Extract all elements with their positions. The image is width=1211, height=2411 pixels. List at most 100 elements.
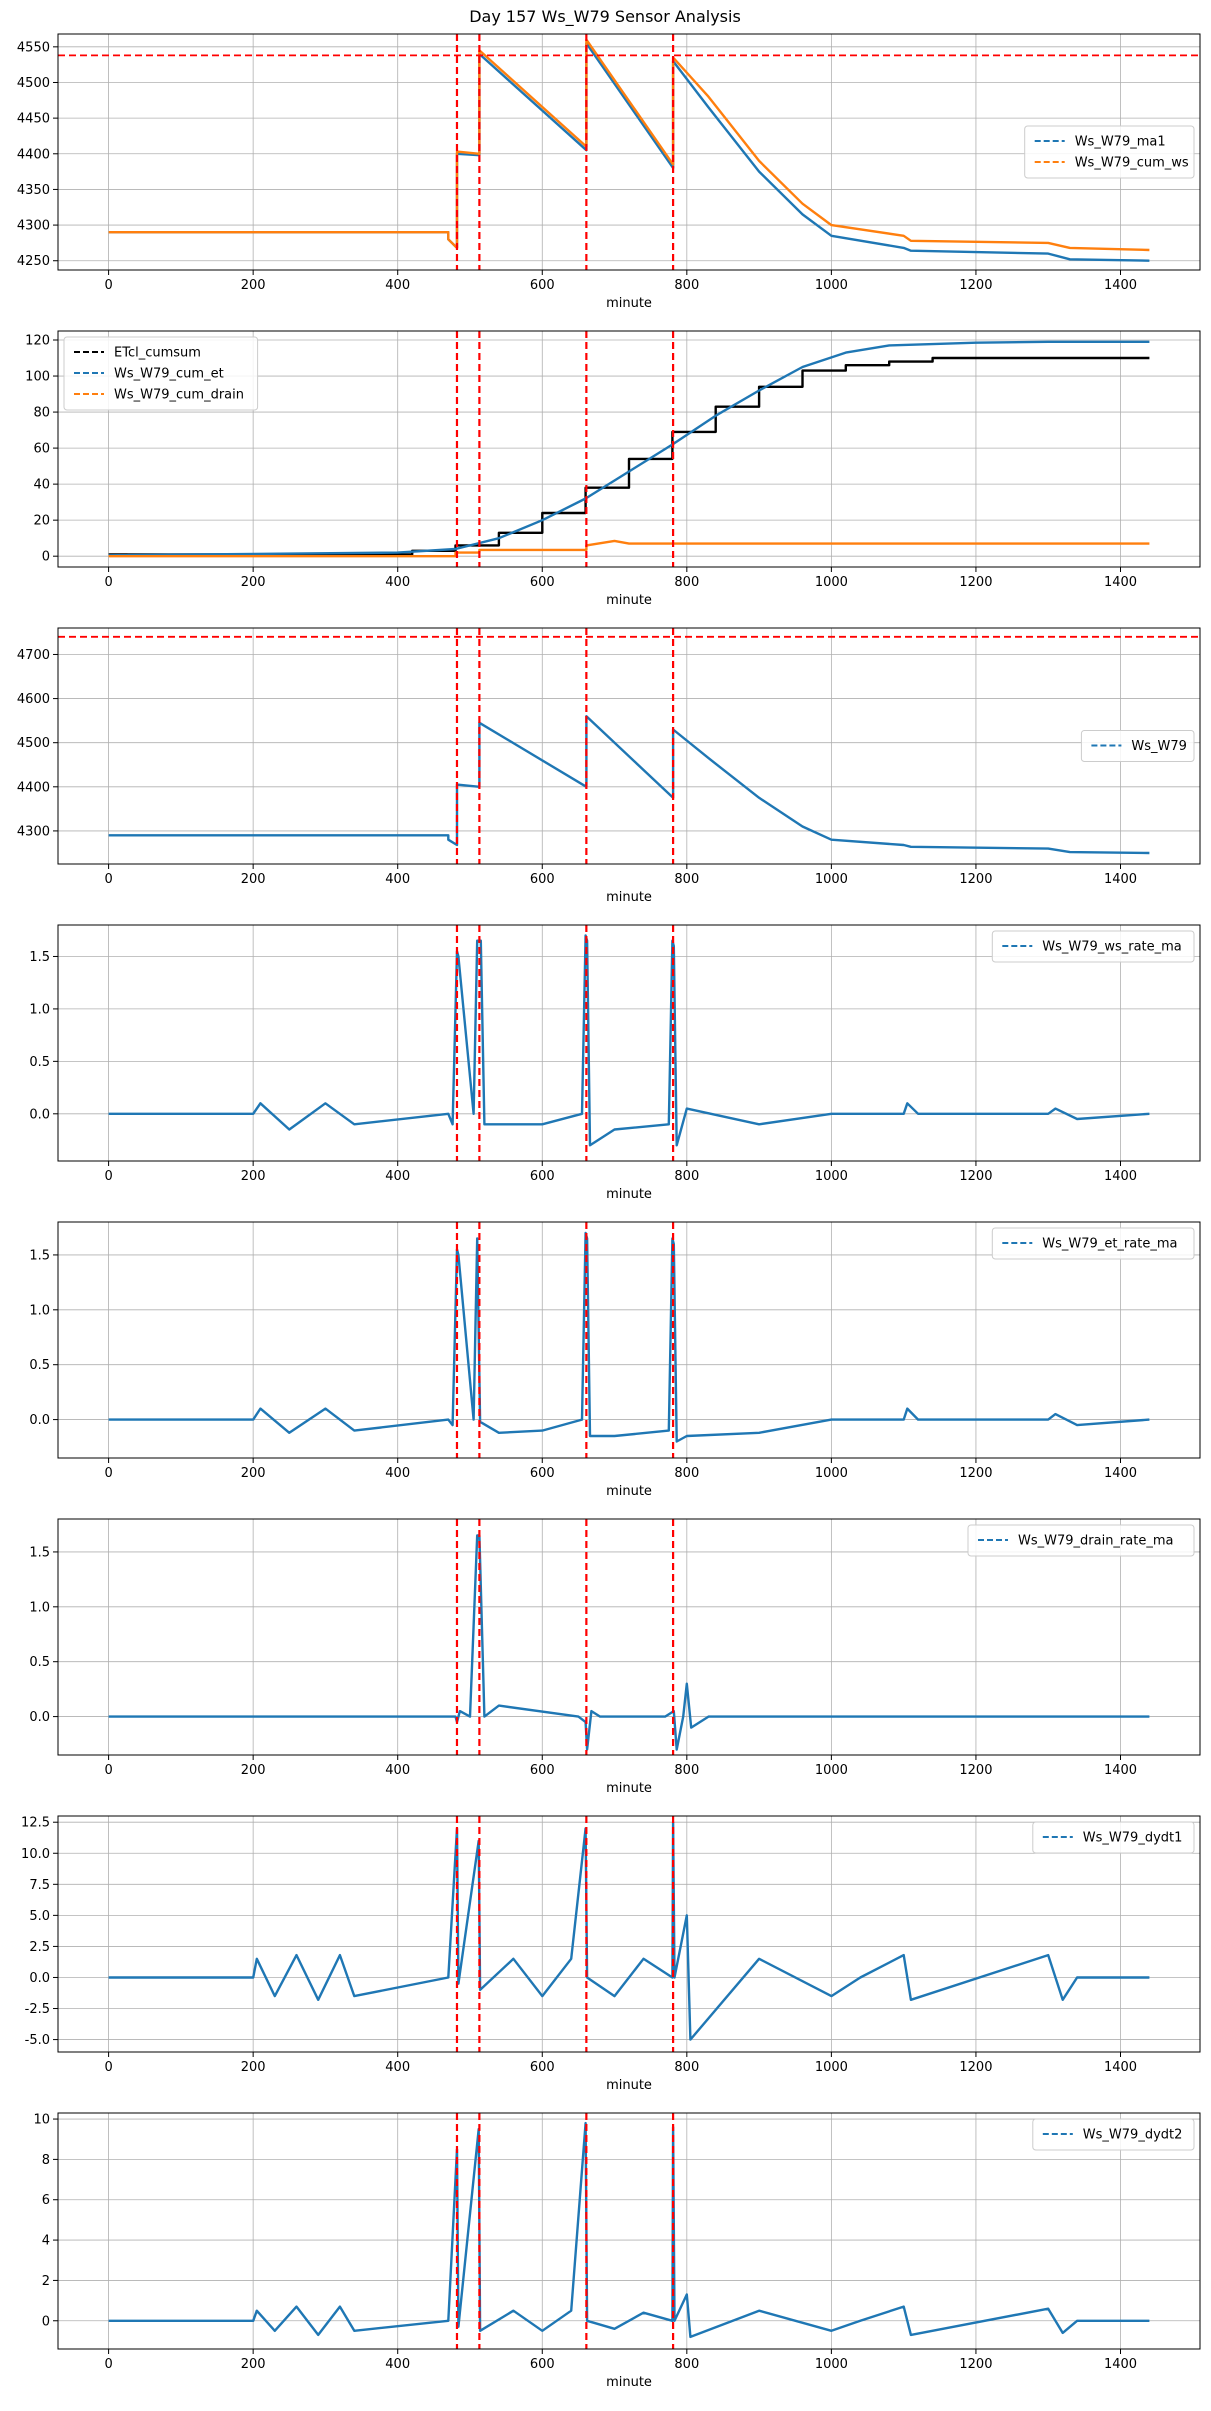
- x-tick-label: 1200: [959, 2060, 992, 2075]
- y-tick-label: 0.5: [29, 1055, 50, 1070]
- y-tick-label: -5.0: [25, 2033, 50, 2048]
- axes-frame: [57, 924, 1201, 1162]
- y-tick-label: 4400: [17, 147, 50, 162]
- x-tick-label: 600: [530, 872, 555, 887]
- x-axis-label: minute: [606, 593, 652, 608]
- y-tick-label: 0: [42, 550, 50, 565]
- chart-panel-4: 0 200 400 600 800 1000 1200 1400 0.0 0.5 1.0 1.5 min…: [29, 924, 1201, 1202]
- x-tick-label: 200: [241, 1466, 266, 1481]
- y-tick-label: 120: [25, 334, 50, 349]
- x-axis-label: minute: [606, 1187, 652, 1202]
- legend-box: [967, 1524, 1195, 1557]
- y-tick-label: 1.5: [29, 1248, 50, 1263]
- chart-panel-3: 0 200 400 600 800 1000 1200 1400 4300 4400 4500 460…: [17, 627, 1201, 905]
- x-tick-label: 1200: [959, 1763, 992, 1778]
- legend: Ws_W79_drain_rate_ma: [967, 1524, 1195, 1557]
- y-tick-label: 20: [33, 514, 50, 529]
- x-tick-label: 800: [674, 2357, 699, 2372]
- x-axis-label: minute: [606, 2375, 652, 2390]
- y-tick-label: 10: [33, 2113, 50, 2128]
- chart-panel-5: 0 200 400 600 800 1000 1200 1400 0.0 0.5 1.0 1.5 min…: [29, 1221, 1201, 1499]
- y-tick-label: 0.0: [29, 1710, 50, 1725]
- y-tick-label: 4: [42, 2234, 50, 2249]
- chart-panel-7: 0 200 400 600 800 1000 1200 1400 -5.0 -2.5 0.0 2.5 5…: [21, 1815, 1201, 2093]
- x-tick-label: 200: [241, 872, 266, 887]
- legend-label: Ws_W79: [1131, 739, 1187, 754]
- legend-label: ETcl_cumsum: [114, 346, 201, 361]
- x-tick-label: 600: [530, 1763, 555, 1778]
- plot-area: [108, 715, 1150, 855]
- y-tick-label: 4250: [17, 254, 50, 269]
- x-tick-label: 200: [241, 2357, 266, 2372]
- legend-box: [1032, 2118, 1195, 2151]
- x-tick-label: 400: [385, 1466, 410, 1481]
- plot-area: [108, 340, 1150, 558]
- series-line-Ws_W79_drain_rate_ma: [108, 1534, 1150, 1751]
- legend-box: [1032, 1821, 1195, 1854]
- x-tick-label: 1400: [1104, 1466, 1137, 1481]
- axes-frame: [57, 33, 1201, 271]
- legend-label: Ws_W79_cum_et: [114, 367, 224, 382]
- y-tick-label: 12.5: [21, 1816, 50, 1831]
- legend: Ws_W79: [1080, 730, 1195, 762]
- x-tick-label: 0: [104, 2060, 112, 2075]
- series-line-Ws_W79_cum_et: [108, 340, 1150, 557]
- y-tick-label: 0: [42, 2314, 50, 2329]
- axes-frame: [57, 1518, 1201, 1756]
- x-axis-label: minute: [606, 1781, 652, 1796]
- y-tick-label: 0.0: [29, 1971, 50, 1986]
- x-tick-label: 1000: [815, 1169, 848, 1184]
- plot-area: [108, 1534, 1150, 1751]
- plot-area: [108, 1821, 1150, 2041]
- x-tick-label: 0: [104, 1169, 112, 1184]
- x-tick-label: 1200: [959, 1169, 992, 1184]
- x-tick-label: 1200: [959, 278, 992, 293]
- x-tick-label: 200: [241, 2060, 266, 2075]
- x-tick-label: 200: [241, 1169, 266, 1184]
- legend-label: Ws_W79_cum_drain: [114, 388, 244, 403]
- x-tick-label: 1400: [1104, 2357, 1137, 2372]
- legend-label: Ws_W79_drain_rate_ma: [1018, 1534, 1173, 1549]
- y-tick-label: 8: [42, 2153, 50, 2168]
- x-tick-label: 1400: [1104, 1169, 1137, 1184]
- x-tick-label: 200: [241, 278, 266, 293]
- axes-frame: [57, 627, 1201, 865]
- x-tick-label: 400: [385, 872, 410, 887]
- x-tick-label: 800: [674, 278, 699, 293]
- series-line-Ws_W79_ma1: [108, 42, 1150, 262]
- x-tick-label: 200: [241, 575, 266, 590]
- x-axis-label: minute: [606, 2078, 652, 2093]
- y-tick-label: 2.5: [29, 1940, 50, 1955]
- plot-area: [108, 2121, 1150, 2339]
- y-tick-label: 4350: [17, 183, 50, 198]
- x-tick-label: 0: [104, 575, 112, 590]
- x-tick-label: 800: [674, 1466, 699, 1481]
- y-tick-label: 0.5: [29, 1358, 50, 1373]
- series-line-ETcl_cumsum: [108, 356, 1150, 556]
- legend-box: [991, 1227, 1195, 1260]
- x-tick-label: 1000: [815, 1763, 848, 1778]
- legend-label: Ws_W79_ws_rate_ma: [1042, 940, 1181, 955]
- x-tick-label: 1200: [959, 2357, 992, 2372]
- x-tick-label: 1200: [959, 575, 992, 590]
- x-tick-label: 1400: [1104, 1763, 1137, 1778]
- x-tick-label: 0: [104, 2357, 112, 2372]
- x-tick-label: 400: [385, 575, 410, 590]
- y-tick-label: 0.0: [29, 1413, 50, 1428]
- plot-area: [108, 38, 1150, 262]
- y-tick-label: 1.0: [29, 1002, 50, 1017]
- x-tick-label: 0: [104, 278, 112, 293]
- series-line-Ws_W79_cum_ws: [108, 38, 1150, 252]
- x-tick-label: 200: [241, 1763, 266, 1778]
- legend-box: [1080, 730, 1195, 762]
- x-axis-label: minute: [606, 890, 652, 905]
- x-tick-label: 800: [674, 1169, 699, 1184]
- legend-label: Ws_W79_cum_ws: [1075, 156, 1189, 171]
- legend-box: [1024, 125, 1195, 179]
- y-tick-label: 1.5: [29, 950, 50, 965]
- x-tick-label: 0: [104, 872, 112, 887]
- x-tick-label: 800: [674, 872, 699, 887]
- x-tick-label: 400: [385, 2357, 410, 2372]
- series-line-Ws_W79: [108, 715, 1150, 855]
